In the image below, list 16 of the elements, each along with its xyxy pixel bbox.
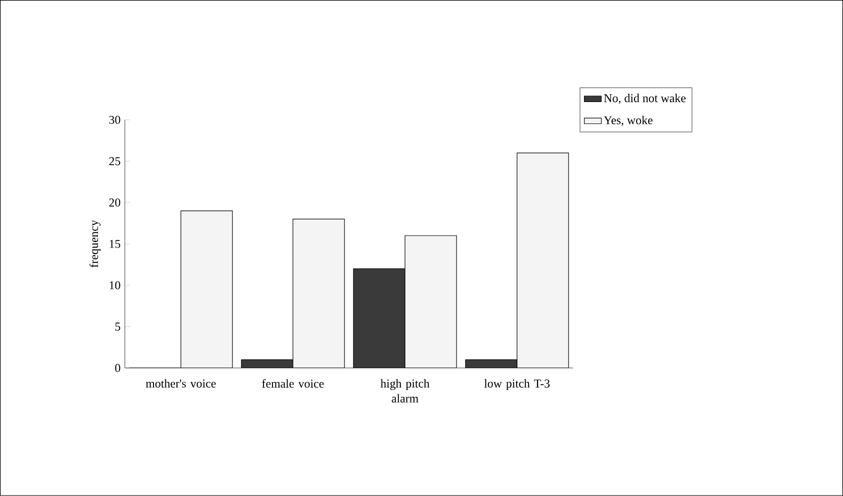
x-tick-label: mother's voice (146, 379, 216, 388)
x-tick-label: high pitch alarm (380, 379, 430, 403)
y-tick-label: 30 (109, 116, 120, 124)
y-tick-label: 25 (109, 157, 120, 166)
y-axis-title: frequency (90, 220, 101, 268)
y-tick-label: 10 (110, 281, 120, 290)
x-tick-label: female voice (262, 379, 324, 388)
y-tick-label: 5 (115, 322, 120, 331)
legend-label: No, did not wake (604, 94, 686, 104)
bar (241, 360, 293, 368)
x-tick-label: low pitch T-3 (484, 379, 550, 390)
y-tick-label: 20 (109, 198, 120, 207)
bar (353, 268, 405, 368)
y-tick-label: 0 (115, 364, 120, 372)
legend-label: Yes, woke (604, 116, 652, 126)
y-tick-label: 15 (110, 240, 120, 248)
